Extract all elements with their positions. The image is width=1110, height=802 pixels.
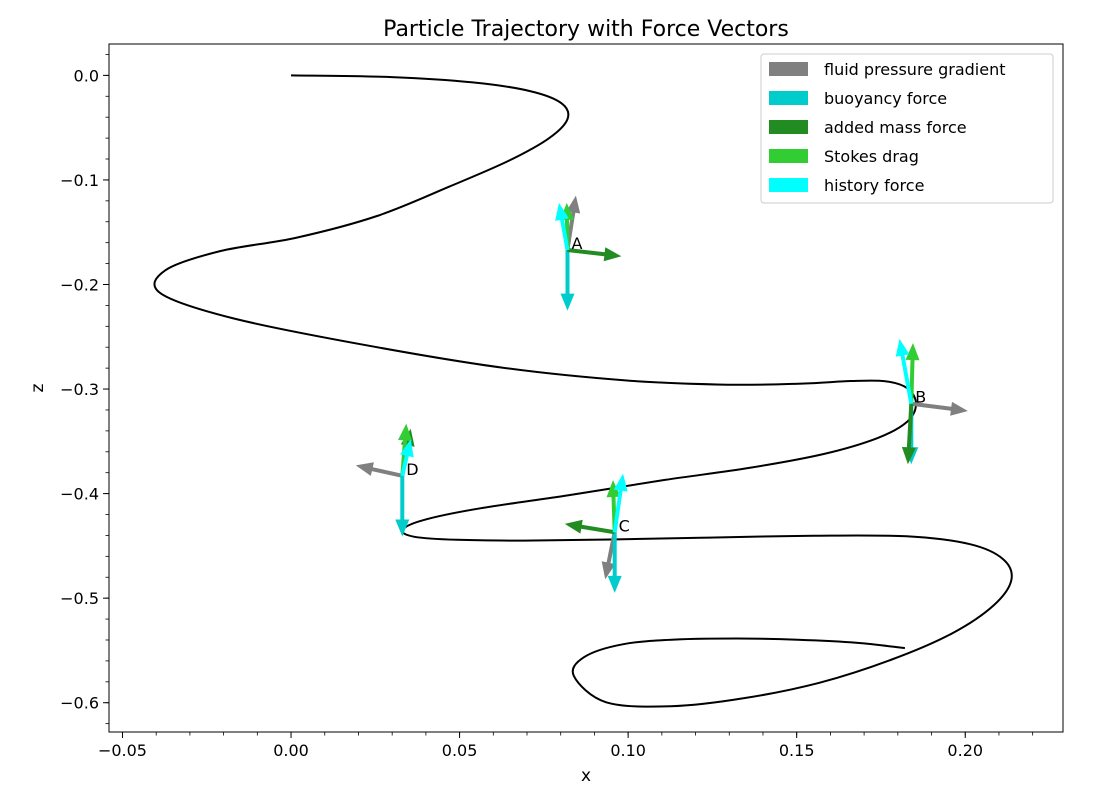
legend-swatch-buoyancy-force xyxy=(769,91,808,105)
vector-a-buoyancy-force xyxy=(560,250,575,311)
point-label-b: B xyxy=(915,388,926,407)
x-tick-label: 0.00 xyxy=(273,741,309,760)
vector-a-added-mass-force xyxy=(567,247,622,262)
legend-label-fluid-pressure-gradient: fluid pressure gradient xyxy=(824,60,1006,79)
vector-b-stokes-drag xyxy=(905,343,920,404)
point-labels: A B C D xyxy=(406,234,926,535)
vector-c-added-mass-force xyxy=(564,519,615,535)
legend-swatch-added-mass-force xyxy=(769,120,808,134)
vector-c-history-force xyxy=(612,473,628,533)
point-label-d: D xyxy=(406,460,418,479)
force-vectors xyxy=(355,195,968,593)
vector-c-stokes-drag xyxy=(606,480,621,533)
legend-swatch-stokes-drag xyxy=(769,149,808,163)
vector-b-history-force xyxy=(895,338,914,404)
x-axis: −0.05 0.00 0.05 0.10 0.15 0.20 xyxy=(98,732,1034,760)
y-tick-label: −0.5 xyxy=(60,589,99,608)
legend-swatch-fluid-pressure-gradient xyxy=(769,62,808,76)
vector-b-added-mass-force xyxy=(901,403,916,465)
y-tick-label: −0.1 xyxy=(60,171,99,190)
legend-label-added-mass-force: added mass force xyxy=(824,118,967,137)
y-axis-label: z xyxy=(28,383,48,392)
plot-content: A B C D xyxy=(153,74,1013,708)
legend-label-buoyancy-force: buoyancy force xyxy=(824,89,947,108)
vector-b-fluid-pressure-gradient xyxy=(911,401,968,416)
vector-d-fluid-pressure-gradient xyxy=(355,462,403,478)
plot-area-frame xyxy=(108,43,1064,733)
legend-box xyxy=(760,53,1054,204)
legend-label-history-force: history force xyxy=(824,176,924,195)
vector-a-history-force xyxy=(555,202,570,251)
vector-c-buoyancy-force xyxy=(607,532,622,593)
y-tick-label: −0.2 xyxy=(60,275,99,294)
y-tick-label: −0.6 xyxy=(60,694,99,713)
x-tick-label: −0.05 xyxy=(98,741,147,760)
vector-d-history-force xyxy=(400,439,414,477)
x-tick-label: 0.10 xyxy=(610,741,646,760)
legend: fluid pressure gradient buoyancy force add… xyxy=(760,53,1054,204)
y-tick-label: 0.0 xyxy=(74,66,99,85)
x-axis-label: x xyxy=(581,766,591,786)
chart-title: Particle Trajectory with Force Vectors xyxy=(383,17,789,42)
legend-label-stokes-drag: Stokes drag xyxy=(824,147,919,166)
point-label-a: A xyxy=(571,234,582,253)
x-tick-label: 0.15 xyxy=(779,741,815,760)
y-tick-label: −0.4 xyxy=(60,485,99,504)
y-tick-label: −0.3 xyxy=(60,380,99,399)
vector-d-buoyancy-force xyxy=(395,475,410,537)
legend-swatch-history-force xyxy=(769,178,808,192)
trajectory-line xyxy=(153,74,1013,708)
x-tick-label: 0.05 xyxy=(442,741,478,760)
x-tick-label: 0.20 xyxy=(947,741,983,760)
y-axis: 0.0 −0.1 −0.2 −0.3 −0.4 −0.5 −0.6 xyxy=(60,54,109,725)
point-label-c: C xyxy=(619,516,630,535)
